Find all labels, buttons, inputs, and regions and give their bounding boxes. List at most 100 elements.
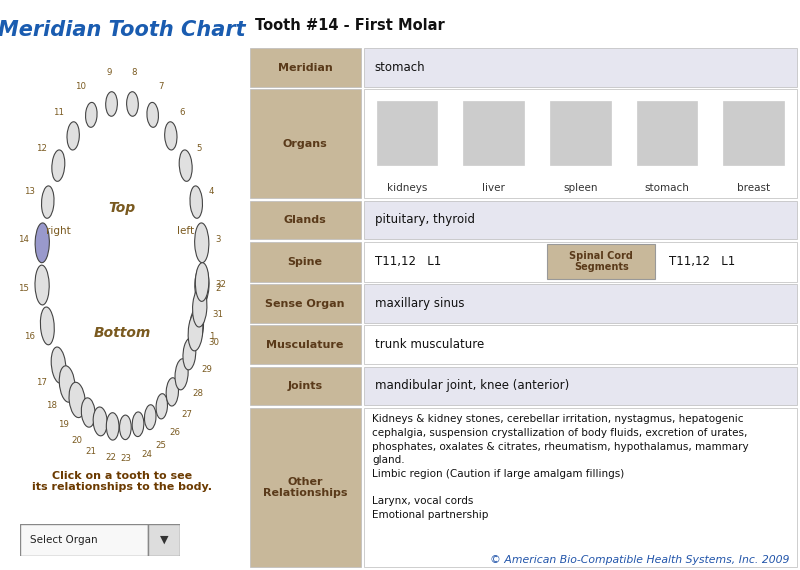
- Ellipse shape: [183, 338, 196, 370]
- Bar: [250, 89, 361, 198]
- Text: kidneys: kidneys: [386, 182, 427, 193]
- Ellipse shape: [166, 378, 178, 406]
- Bar: [250, 408, 361, 567]
- Text: 3: 3: [215, 235, 221, 243]
- Text: 14: 14: [18, 235, 29, 243]
- Bar: [363, 242, 798, 282]
- Text: right: right: [46, 226, 71, 236]
- Ellipse shape: [69, 382, 86, 418]
- Text: Spinal Cord
Segments: Spinal Cord Segments: [570, 251, 633, 272]
- Ellipse shape: [35, 265, 49, 305]
- Ellipse shape: [165, 122, 177, 150]
- Text: 8: 8: [132, 68, 138, 78]
- Bar: [363, 89, 798, 198]
- Bar: [250, 48, 361, 87]
- Text: 30: 30: [208, 338, 219, 347]
- Text: 7: 7: [158, 82, 164, 91]
- Ellipse shape: [67, 122, 79, 150]
- Text: 26: 26: [169, 428, 180, 437]
- Text: T11,12   L1: T11,12 L1: [670, 255, 735, 268]
- Bar: [377, 101, 438, 165]
- Ellipse shape: [195, 265, 209, 305]
- Text: 5: 5: [197, 144, 202, 153]
- Ellipse shape: [126, 92, 138, 116]
- Bar: [363, 325, 798, 364]
- Bar: [363, 201, 798, 239]
- Text: Tooth #14 - First Molar: Tooth #14 - First Molar: [255, 18, 445, 33]
- Text: 27: 27: [182, 410, 193, 420]
- Ellipse shape: [119, 415, 131, 439]
- FancyBboxPatch shape: [20, 524, 148, 556]
- Ellipse shape: [194, 223, 209, 263]
- Text: maxillary sinus: maxillary sinus: [374, 297, 464, 310]
- Text: Kidneys & kidney stones, cerebellar irritation, nystagmus, hepatogenic
cephalgia: Kidneys & kidney stones, cerebellar irri…: [372, 414, 749, 520]
- Text: Bottom: Bottom: [94, 327, 150, 340]
- Ellipse shape: [59, 366, 75, 402]
- Bar: [463, 101, 524, 165]
- Text: 10: 10: [74, 82, 86, 91]
- Text: trunk musculature: trunk musculature: [374, 338, 484, 351]
- Ellipse shape: [147, 103, 158, 127]
- Text: stomach: stomach: [645, 182, 690, 193]
- Text: Click on a tooth to see
its relationships to the body.: Click on a tooth to see its relationship…: [32, 471, 212, 492]
- Bar: [547, 244, 655, 279]
- Text: Top: Top: [109, 201, 135, 215]
- Ellipse shape: [93, 407, 107, 436]
- Text: 19: 19: [58, 420, 69, 429]
- Text: 12: 12: [36, 144, 47, 153]
- Text: Spine: Spine: [288, 256, 322, 267]
- Text: 22: 22: [106, 453, 116, 462]
- Bar: [363, 367, 798, 405]
- Text: 9: 9: [107, 68, 112, 78]
- Text: Other
Relationships: Other Relationships: [263, 477, 347, 498]
- Ellipse shape: [190, 186, 202, 218]
- Text: pituitary, thyroid: pituitary, thyroid: [374, 213, 474, 226]
- Bar: [363, 48, 798, 87]
- Text: Select Organ: Select Organ: [30, 535, 98, 545]
- Text: stomach: stomach: [374, 61, 426, 74]
- Text: spleen: spleen: [563, 182, 598, 193]
- Bar: [550, 101, 610, 165]
- Text: 20: 20: [71, 435, 82, 445]
- Bar: [637, 101, 698, 165]
- Text: Meridian: Meridian: [278, 63, 333, 72]
- Ellipse shape: [193, 287, 207, 327]
- Text: Joints: Joints: [287, 381, 322, 390]
- Bar: [250, 367, 361, 405]
- Bar: [250, 325, 361, 364]
- Text: 28: 28: [192, 389, 203, 398]
- Text: Meridian Tooth Chart: Meridian Tooth Chart: [0, 20, 246, 40]
- Text: breast: breast: [738, 182, 770, 193]
- Text: 13: 13: [24, 187, 35, 196]
- FancyBboxPatch shape: [148, 524, 180, 556]
- Text: 31: 31: [213, 310, 224, 319]
- Text: mandibular joint, knee (anterior): mandibular joint, knee (anterior): [374, 379, 569, 392]
- Ellipse shape: [132, 412, 144, 437]
- Text: 17: 17: [37, 378, 47, 387]
- Ellipse shape: [190, 307, 204, 345]
- Ellipse shape: [52, 150, 65, 181]
- Text: Glands: Glands: [284, 215, 326, 225]
- Text: 1: 1: [210, 332, 215, 341]
- Ellipse shape: [156, 394, 167, 419]
- Text: Organs: Organs: [282, 139, 327, 149]
- Ellipse shape: [42, 186, 54, 218]
- Text: Musculature: Musculature: [266, 340, 344, 349]
- Bar: [363, 408, 798, 567]
- Ellipse shape: [40, 307, 54, 345]
- Ellipse shape: [145, 405, 156, 430]
- Ellipse shape: [179, 150, 192, 181]
- Ellipse shape: [106, 92, 118, 116]
- Ellipse shape: [195, 263, 209, 302]
- Text: left: left: [177, 226, 194, 236]
- Bar: [363, 284, 798, 323]
- Text: 29: 29: [201, 365, 212, 374]
- Text: 23: 23: [121, 454, 131, 463]
- Text: 16: 16: [24, 332, 34, 341]
- Text: Sense Organ: Sense Organ: [266, 299, 345, 308]
- Ellipse shape: [188, 312, 203, 351]
- Text: 11: 11: [54, 108, 64, 117]
- Text: 32: 32: [215, 280, 226, 290]
- Text: 6: 6: [180, 108, 186, 117]
- Bar: [250, 284, 361, 323]
